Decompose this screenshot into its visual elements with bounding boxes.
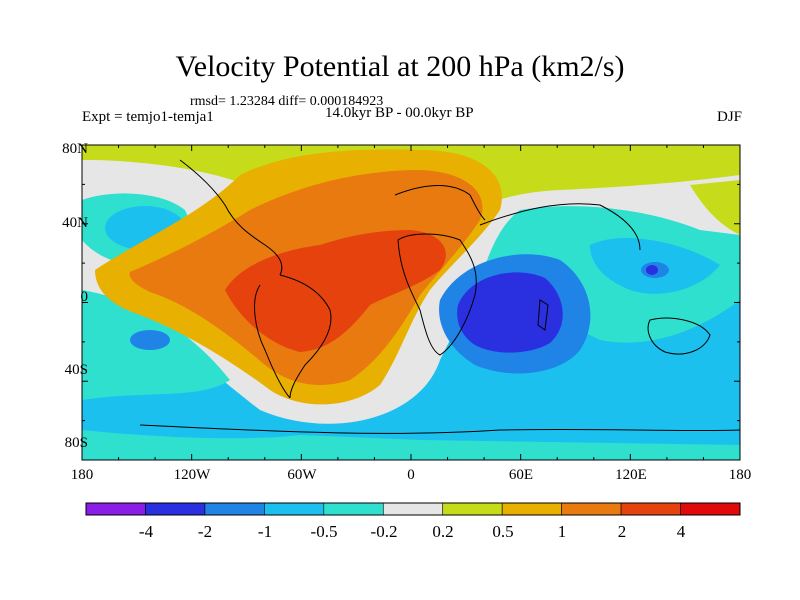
colorbar-label: -4 (138, 522, 154, 541)
y-tick-label: 40S (64, 362, 88, 378)
colorbar-swatch (561, 502, 622, 516)
colorbar-label: -0.2 (370, 522, 398, 541)
colorbar-swatch (264, 502, 325, 516)
x-tick-label: 60E (508, 467, 534, 483)
y-tick-label: 0 (80, 289, 89, 305)
x-tick-label: 60W (287, 467, 317, 483)
colorbar-swatch (620, 502, 681, 516)
colorbar-label: 0.2 (432, 522, 454, 541)
colorbar-label: 2 (617, 522, 627, 541)
period-label: 14.0kyr BP - 00.0kyr BP (325, 105, 474, 121)
colorbar-label: -1 (257, 522, 273, 541)
colorbar-label: 1 (557, 522, 567, 541)
axis-ticks (81, 144, 741, 461)
colorbar-frame (85, 502, 741, 516)
colorbar-label: -2 (197, 522, 213, 541)
chart-title: Velocity Potential at 200 hPa (km2/s) (175, 50, 625, 83)
experiment-label: Expt = temjo1-temja1 (82, 109, 214, 125)
velocity-potential-field (82, 145, 740, 460)
colorbar-label: 4 (676, 522, 686, 541)
colorbar (85, 502, 741, 516)
colorbar-label: 0.5 (492, 522, 514, 541)
x-tick-label: 120E (615, 467, 647, 483)
y-tick-label: 80N (62, 141, 88, 157)
colorbar-swatch (442, 502, 503, 516)
coastlines (139, 159, 740, 434)
colorbar-swatch (204, 502, 265, 516)
colorbar-swatch (501, 502, 562, 516)
colorbar-swatch (680, 502, 741, 516)
colorbar-swatch (382, 502, 444, 516)
rmsd-diff-stats: rmsd= 1.23284 diff= 0.000184923 (190, 94, 384, 109)
y-tick-label: 80S (64, 435, 88, 451)
x-tick-label: 180 (728, 467, 752, 483)
colorbar-swatch (145, 502, 206, 516)
x-tick-label: 120W (173, 467, 211, 483)
x-tick-label: 180 (70, 467, 94, 483)
colorbar-label: -0.5 (310, 522, 338, 541)
season-label: DJF (716, 109, 742, 125)
colorbar-swatch (323, 502, 384, 516)
colorbar-swatch (85, 502, 146, 516)
x-tick-label: 0 (407, 467, 415, 483)
y-tick-label: 40N (62, 215, 88, 231)
